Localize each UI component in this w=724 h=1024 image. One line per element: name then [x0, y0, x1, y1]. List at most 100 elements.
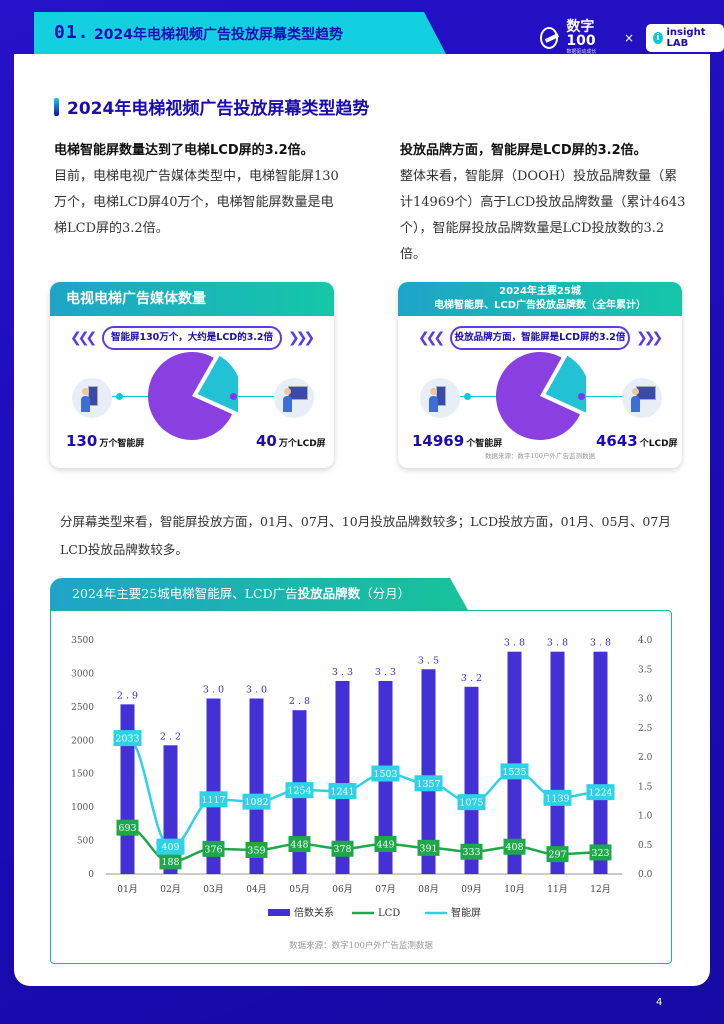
legend-label: LCD: [378, 908, 400, 919]
section-number: 01.: [54, 22, 90, 43]
bar-label: 3 . 8: [504, 638, 525, 649]
smart-label: 1241: [330, 787, 354, 798]
page-title: 2024年电梯视频广告投放屏幕类型趋势: [67, 99, 370, 119]
y2-tick-label: 3.0: [638, 695, 653, 705]
lcd-label: 359: [247, 845, 265, 856]
y-tick-label: 3500: [71, 636, 94, 646]
lcd-point: [116, 819, 139, 836]
lcd-point: [288, 836, 311, 853]
smart-point: [414, 775, 443, 792]
lcd-label: 408: [505, 842, 523, 853]
card-banner: ❮❮❮ 智能屏130万个，大约是LCD的3.2倍 ❯❯❯: [70, 326, 315, 350]
left-body: 目前，电梯电视广告媒体类型中，电梯智能屏130万个，电梯LCD屏40万个，电梯智…: [54, 169, 339, 236]
y-tick-label: 2000: [71, 736, 94, 746]
bar-label: 3 . 2: [461, 673, 482, 684]
lcd-point: [202, 840, 225, 857]
bar-label: 3 . 8: [547, 638, 568, 649]
lcd-point: [245, 841, 268, 858]
chart-source: 数据来源：数字100户外广告监测数据: [289, 940, 433, 951]
lcd-point: [417, 839, 440, 856]
lcd-point: [159, 853, 182, 870]
lcd-point: [503, 838, 526, 855]
left-lead: 电梯智能屏数量达到了电梯LCD屏的3.2倍。: [54, 143, 314, 158]
lcd-label: 448: [290, 840, 308, 851]
y-tick-label: 1500: [71, 770, 94, 780]
left-text-column: 电梯智能屏数量达到了电梯LCD屏的3.2倍。 目前，电梯电视广告媒体类型中，电梯…: [54, 138, 344, 242]
x-tick-label: 09月: [461, 884, 481, 895]
brand-logo-icon: [540, 26, 559, 49]
y2-tick-label: 1.5: [638, 782, 653, 792]
banner-text: 智能屏130万个，大约是LCD的3.2倍: [102, 326, 282, 350]
lcd-label: 323: [591, 848, 609, 859]
chart-title-tab: 2024年主要25城电梯智能屏、LCD广告投放品牌数（分月）: [50, 578, 468, 610]
smart-label: 1082: [244, 797, 268, 808]
x-tick-label: 11月: [547, 884, 567, 895]
y-tick-label: 0: [88, 870, 94, 880]
smart-point: [457, 794, 486, 811]
connector-dot: [578, 393, 585, 400]
y2-tick-label: 0.5: [638, 841, 653, 851]
smart-point: [156, 838, 185, 855]
chevron-left-icon: ❮❮❮: [70, 330, 97, 346]
bar-ratio: [550, 651, 565, 874]
lcd-brand-count: 4643 个LCD屏: [596, 432, 678, 450]
lcd-point: [460, 843, 483, 860]
smart-label: 1075: [459, 798, 483, 809]
person-tv-icon: [274, 378, 314, 418]
smart-lcd-pie: [148, 352, 238, 440]
top-bar: 01. 2024年电梯视频广告投放屏幕类型趋势 数字100 数据驱动成长 × i…: [0, 0, 724, 55]
section-heading: 2024年电梯视频广告投放屏幕类型趋势: [54, 94, 369, 119]
y2-tick-label: 1.0: [638, 812, 653, 822]
section-tab: [34, 12, 446, 54]
y-tick-label: 1000: [71, 803, 94, 813]
smart-point: [199, 791, 228, 808]
summary-paragraph: 分屏幕类型来看，智能屏投放方面，01月、07月、10月投放品牌数较多；LCD投放…: [60, 514, 671, 557]
bar-ratio: [464, 686, 479, 874]
smart-point: [328, 783, 357, 800]
connector-line: [112, 396, 148, 397]
lcd-label: 188: [161, 857, 179, 868]
connector-line: [236, 396, 276, 397]
x-tick-label: 03月: [203, 884, 223, 895]
card-title-line2: 电梯智能屏、LCD广告投放品牌数（全年累计）: [433, 300, 646, 311]
smart-screen-count: 130 万个智能屏: [66, 432, 145, 450]
card-source: 数据来源：数字100户外广告监测数据: [485, 452, 595, 460]
x-tick-label: 05月: [289, 884, 309, 895]
pie-slice-lcd: [197, 355, 238, 413]
section-tab-title: 2024年电梯视频广告投放屏幕类型趋势: [94, 27, 343, 43]
chart-title-bold: 投放品牌数: [297, 586, 361, 601]
x-tick-label: 01月: [117, 884, 137, 895]
chart-title: 2024年主要25城电梯智能屏、LCD广告: [72, 586, 298, 601]
bar-ratio: [335, 680, 350, 874]
x-tick-label: 12月: [590, 884, 610, 895]
smart-label: 1224: [588, 788, 612, 799]
brand-count-card: 2024年主要25城 电梯智能屏、LCD广告投放品牌数（全年累计） ❮❮❮ 投放…: [398, 282, 682, 468]
lcd-screen-count: 40 万个LCD屏: [256, 432, 326, 450]
x-tick-label: 02月: [160, 884, 180, 895]
bar-label: 3 . 0: [246, 685, 267, 696]
bar-label: 3 . 0: [203, 685, 224, 696]
chart-title-tail: （分月）: [360, 586, 411, 601]
y2-tick-label: 2.0: [638, 753, 653, 763]
legend-label: 倍数关系: [294, 906, 334, 919]
smart-point: [543, 789, 572, 806]
monthly-brand-chart: 0 500 1000 1500 2000 2500 3000 3500 0.0 0.5 1.0 1.5…: [71, 636, 653, 951]
lcd-label: 297: [548, 850, 566, 861]
smart-label: 1357: [416, 779, 440, 790]
bar-label: 2 . 2: [160, 731, 181, 742]
lcd-label: 376: [204, 844, 222, 855]
lcd-label: 333: [462, 847, 480, 858]
banner-text: 投放品牌方面，智能屏是LCD屏的3.2倍: [450, 326, 630, 350]
info-icon: i: [653, 31, 663, 44]
chart-frame: [50, 610, 672, 964]
y2-tick-label: 3.5: [638, 665, 653, 675]
lcd-point: [589, 844, 612, 861]
connector-line: [460, 396, 496, 397]
card-title: 电视电梯广告媒体数量: [50, 282, 334, 316]
bar-label: 2 . 8: [289, 696, 310, 707]
chevron-left-icon: ❮❮❮: [418, 330, 445, 346]
smart-label: 1117: [201, 795, 225, 806]
brand-name: 数字100: [566, 19, 596, 49]
connector-dot: [464, 393, 471, 400]
legend-swatch: [268, 909, 290, 916]
